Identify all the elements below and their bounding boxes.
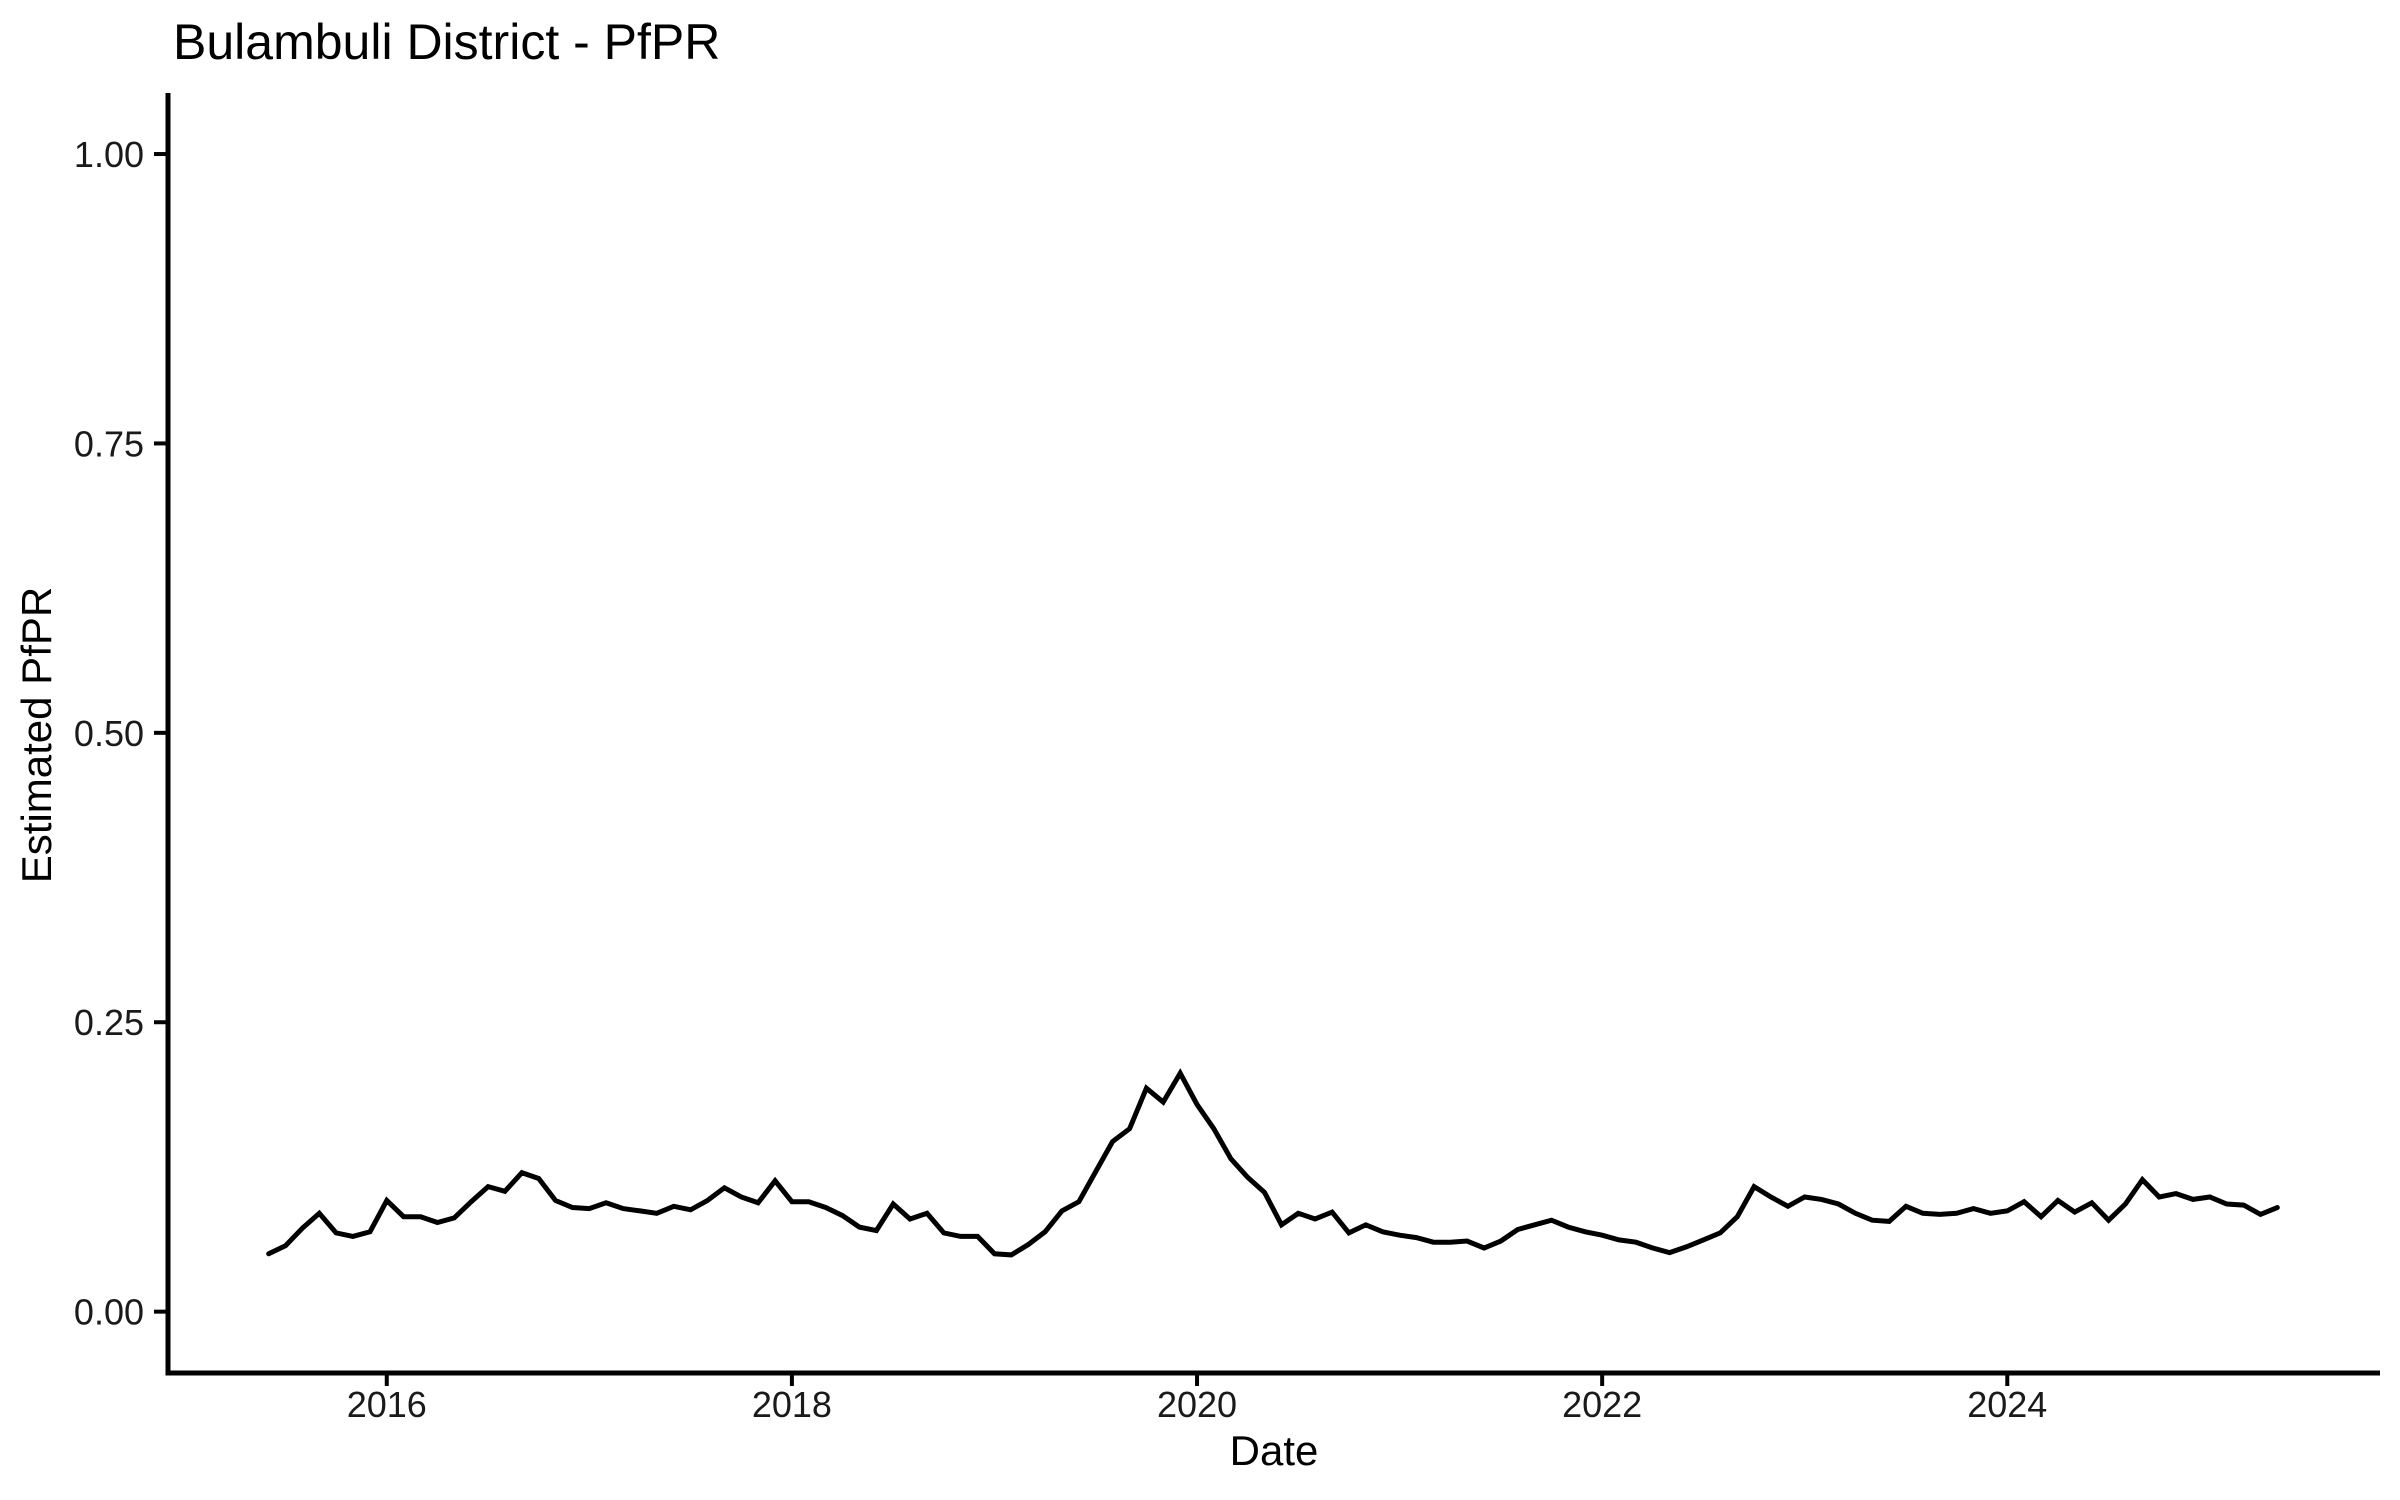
y-tick-label: 0.50: [74, 713, 144, 754]
x-tick-label: 2018: [752, 1384, 832, 1425]
y-tick-label: 0.00: [74, 1292, 144, 1333]
x-tick-label: 2016: [347, 1384, 427, 1425]
y-tick-label: 0.25: [74, 1002, 144, 1043]
pfpr-data-line: [266, 1068, 2280, 1258]
x-tick-label: 2022: [1562, 1384, 1642, 1425]
y-tick-label: 1.00: [74, 134, 144, 175]
y-tick-label: 0.75: [74, 423, 144, 464]
x-tick-label: 2020: [1157, 1384, 1237, 1425]
x-axis-title: Date: [1229, 1427, 1319, 1474]
chart-title: Bulambuli District - PfPR: [173, 14, 721, 70]
x-tick-label: 2024: [1967, 1384, 2047, 1425]
